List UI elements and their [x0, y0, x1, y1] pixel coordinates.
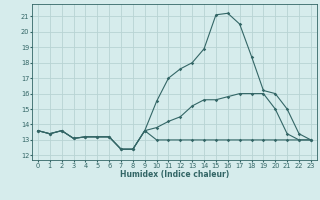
X-axis label: Humidex (Indice chaleur): Humidex (Indice chaleur): [120, 170, 229, 179]
